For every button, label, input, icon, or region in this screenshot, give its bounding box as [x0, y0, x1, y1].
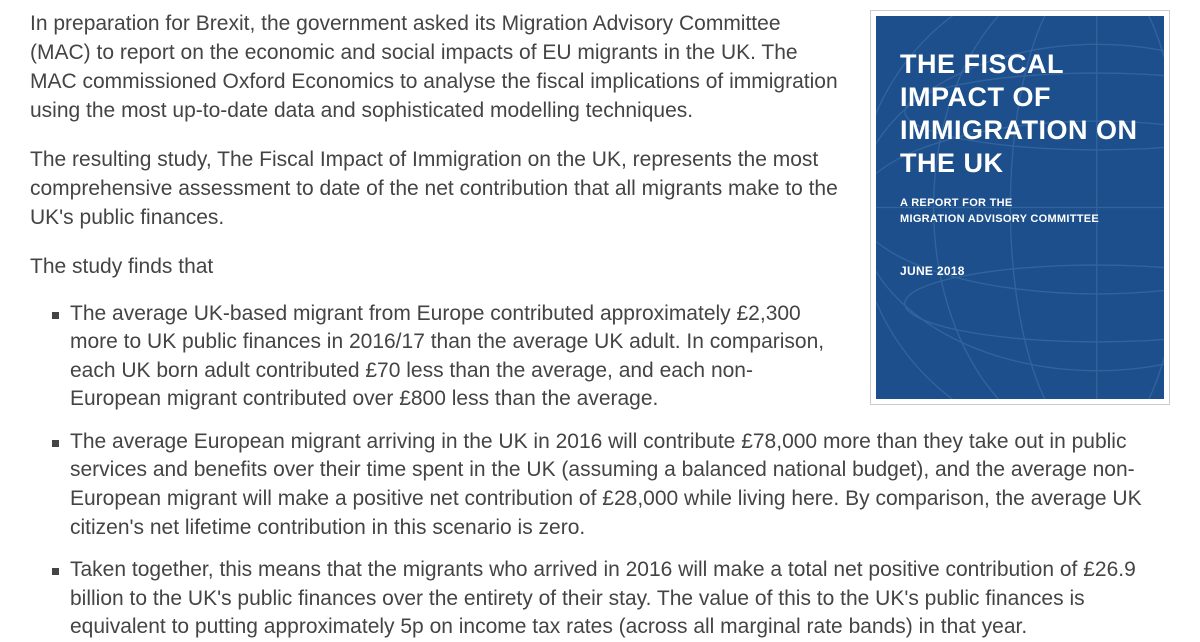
finding-item: Taken together, this means that the migr…: [52, 556, 1170, 642]
report-subtitle: A REPORT FOR THEMIGRATION ADVISORY COMMI…: [900, 196, 1140, 228]
finding-item: The average UK-based migrant from Europe…: [52, 300, 1170, 414]
report-title: THE FISCAL IMPACT OF IMMIGRATION ON THE …: [900, 48, 1140, 180]
article-body: THE FISCAL IMPACT OF IMMIGRATION ON THE …: [30, 10, 1170, 642]
findings-list: The average UK-based migrant from Europe…: [30, 300, 1170, 642]
report-date: JUNE 2018: [900, 264, 1140, 278]
finding-item: The average European migrant arriving in…: [52, 428, 1170, 542]
